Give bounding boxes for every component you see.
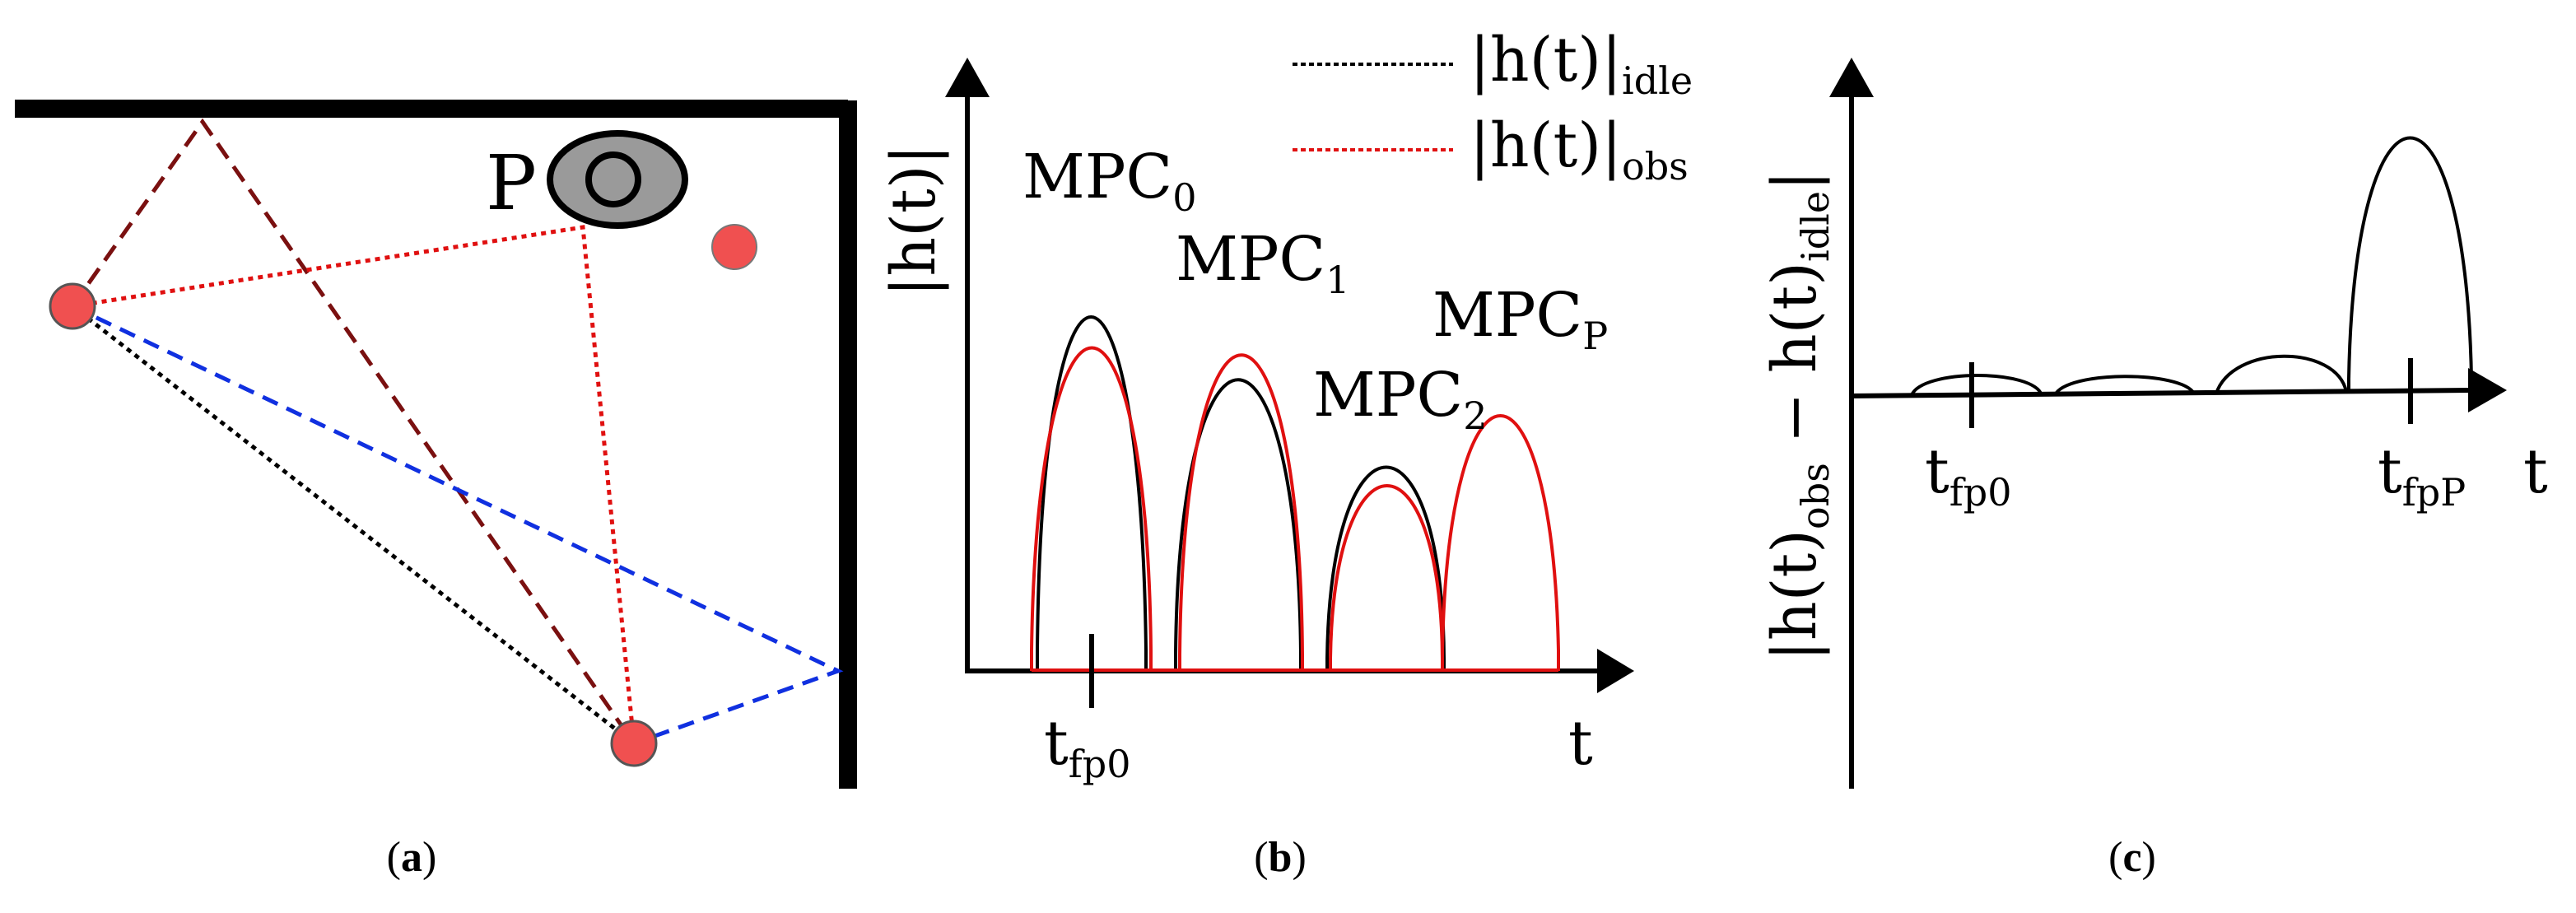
node-obstacle <box>711 224 757 270</box>
panel-b-y-arrow <box>945 58 990 97</box>
idle-curve-mpc2 <box>1325 465 1446 671</box>
panel-c-x-label: t <box>2523 436 2548 507</box>
caption-c: (c) <box>2108 834 2156 881</box>
panel-c-y-label: |h(t)obs − h(t)idle| <box>1759 170 1838 661</box>
panel-b-y-label: |h(t)| <box>878 145 949 297</box>
panel-c: |h(t)obs − h(t)idle| t tfp0 tfpP (c) <box>1759 58 2548 881</box>
panel-b-x-arrow <box>1597 649 1634 693</box>
panel-b-tick-label: tfp0 <box>1044 708 1131 786</box>
caption-b: (b) <box>1254 834 1307 881</box>
obs-curve-mpc0 <box>1030 346 1153 671</box>
label-mpc2: MPC2 <box>1313 360 1487 438</box>
diff-peak-mpcp <box>2347 136 2473 392</box>
panel-b-x-label: t <box>1568 708 1593 779</box>
node-transmitter <box>49 282 96 330</box>
obs-curve-mpc2 <box>1329 484 1444 671</box>
obs-curve-mpc1 <box>1178 353 1304 671</box>
caption-a: (a) <box>387 834 437 881</box>
diff-bump-mpc0 <box>1910 374 2043 397</box>
legend-label-obs: |h(t)|obs <box>1470 110 1689 189</box>
node-receiver <box>610 720 658 767</box>
panel-c-tick-label-tfp0: tfp0 <box>1925 436 2012 515</box>
legend-label-idle: |h(t)|idle <box>1470 25 1693 103</box>
diff-bump-mpc2 <box>2215 354 2348 394</box>
panel-c-y-arrow <box>1829 58 1874 97</box>
reflection-path-blue <box>71 304 844 746</box>
diff-bump-mpc1 <box>2053 375 2196 397</box>
panel-b: |h(t)| t tfp0 MPC0 MPC1 MPC2 MPCP |h(t)|… <box>878 25 1693 881</box>
panel-a: P (a) <box>15 100 857 881</box>
idle-curve-mpc1 <box>1174 378 1302 671</box>
idle-curve-mpc0 <box>1036 315 1148 671</box>
person-label: P <box>486 139 537 227</box>
panel-c-x-arrow <box>2468 368 2507 412</box>
panel-c-tick-label-tfpp: tfpP <box>2378 436 2466 515</box>
label-mpc1: MPC1 <box>1176 224 1349 302</box>
reflection-path-maroon <box>70 118 636 745</box>
los-path <box>71 305 636 745</box>
label-mpc0: MPC0 <box>1022 142 1196 220</box>
legend: |h(t)|idle |h(t)|obs <box>1293 25 1693 189</box>
obs-curve-mpcp <box>1441 414 1560 671</box>
label-mpcp: MPCP <box>1432 280 1608 358</box>
person-icon <box>547 130 688 229</box>
panel-c-x-axis <box>1848 388 2471 398</box>
reflection-path-person <box>72 225 636 744</box>
